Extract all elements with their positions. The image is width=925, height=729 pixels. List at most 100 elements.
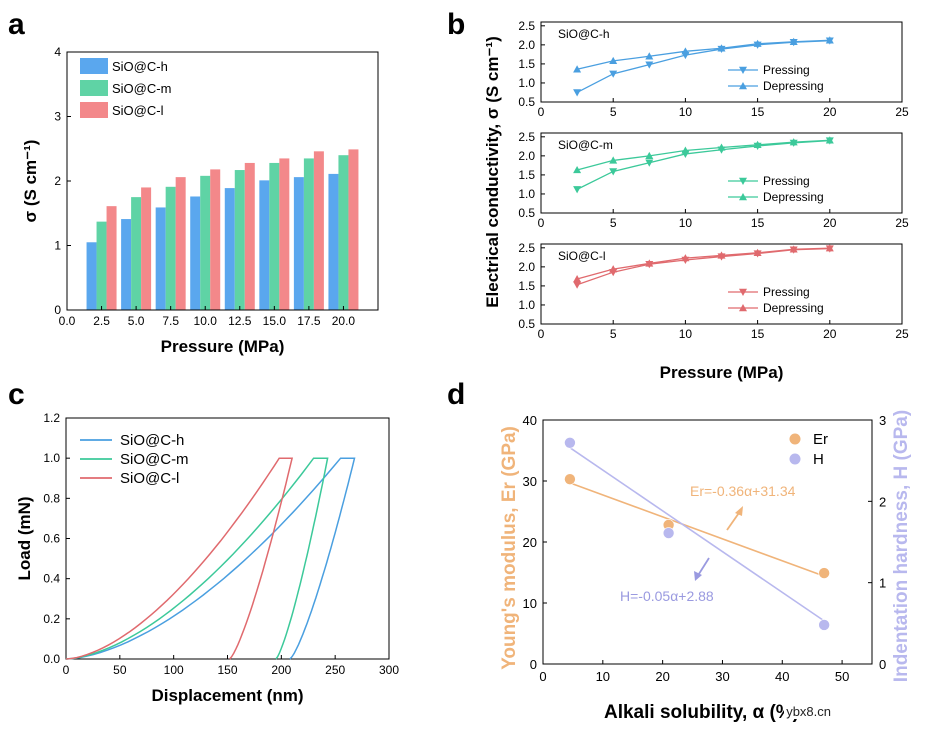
- ylabel-b: Electrical conductivity, σ (S cm⁻¹): [483, 36, 502, 308]
- legend-marker-d-Er: [789, 433, 801, 445]
- line-SiO@C-h-Depressing: [576, 39, 830, 70]
- xtick-label-b: 15: [751, 105, 765, 119]
- xtick-label-d: 10: [596, 669, 610, 684]
- bar-SiO@C-m-7.5: [165, 186, 176, 310]
- ytick-label-c: 0.4: [43, 572, 60, 586]
- xtick-label-b: 5: [610, 105, 617, 119]
- bar-SiO@C-m-5: [131, 197, 142, 310]
- panel-label-a: a: [8, 8, 25, 41]
- xtick-label-c: 100: [164, 663, 184, 677]
- legend-label-SiO@C-m-Depressing: Depressing: [763, 190, 824, 204]
- legend-marker-SiO@C-l-Depressing: [739, 304, 747, 312]
- ytick-label-b: 2.5: [518, 19, 535, 33]
- legend-swatch-SiO@C-h: [80, 58, 108, 74]
- xtick-label-b: 20: [823, 216, 837, 230]
- ytick-label-c: 0.6: [43, 532, 60, 546]
- xtick-label-b: 0: [538, 327, 545, 341]
- line-SiO@C-m-Pressing: [576, 139, 830, 190]
- xtick-label-a: 7.5: [162, 314, 179, 328]
- marker-SiO@C-h-Depressing-7.5: [645, 52, 654, 60]
- point-Er-47: [818, 567, 830, 579]
- marker-SiO@C-l-Pressing-2.5: [573, 281, 582, 289]
- fit-line-Er fit: [569, 482, 825, 577]
- xtick-label-b: 0: [538, 216, 545, 230]
- marker-SiO@C-h-Depressing-20: [825, 36, 834, 44]
- bar-SiO@C-l-10: [210, 169, 221, 310]
- ylabel-a: σ (S cm⁻¹): [21, 140, 40, 223]
- legend-marker-SiO@C-l-Pressing: [739, 288, 747, 296]
- legend-label-SiO@C-l-Depressing: Depressing: [763, 301, 824, 315]
- curve-SiO@C-h: [65, 457, 356, 660]
- legend-label-c-SiO@C-l: SiO@C-l: [120, 470, 179, 487]
- axes-frame-b-SiO@C-l: [540, 243, 903, 325]
- bar-SiO@C-h-5: [121, 219, 132, 310]
- ytick-label-d: 20: [523, 535, 537, 550]
- subplot-title-SiO@C-m: SiO@C-m: [558, 138, 613, 152]
- legend-marker-SiO@C-m-Pressing: [739, 177, 747, 185]
- marker-SiO@C-h-Pressing-2.5: [573, 89, 582, 97]
- bar-SiO@C-l-12.5: [244, 162, 255, 310]
- bar-SiO@C-h-15: [259, 180, 270, 310]
- legend-label-SiO@C-m: SiO@C-m: [112, 81, 171, 96]
- legend-label-SiO@C-l: SiO@C-l: [112, 103, 164, 118]
- xlabel-b: Pressure (MPa): [660, 363, 784, 382]
- xtick-label-a: 2.5: [93, 314, 110, 328]
- subplot-title-SiO@C-l: SiO@C-l: [558, 249, 606, 263]
- marker-SiO@C-m-Pressing-5: [609, 168, 618, 176]
- marker-SiO@C-h-Depressing-17.5: [789, 37, 798, 46]
- marker-SiO@C-l-Depressing-20: [825, 244, 834, 252]
- xtick-label-a: 17.5: [297, 314, 321, 328]
- marker-SiO@C-m-Depressing-12.5: [717, 143, 726, 151]
- ytick-label-b: 1.5: [518, 57, 535, 71]
- fit-line-H fit: [569, 446, 825, 622]
- ytick-label-b: 1.0: [518, 298, 535, 312]
- xtick-label-c: 200: [271, 663, 291, 677]
- marker-SiO@C-h-Depressing-15: [753, 39, 762, 47]
- marker-SiO@C-l-Depressing-10: [681, 254, 690, 262]
- ytick-label-b: 2.0: [518, 149, 535, 163]
- legend-marker-SiO@C-m-Depressing: [739, 193, 747, 201]
- marker-SiO@C-l-Depressing-7.5: [645, 259, 654, 267]
- ytick-label-d: 40: [523, 413, 537, 428]
- xlabel-a: Pressure (MPa): [161, 337, 285, 356]
- ytick-label-a: 1: [54, 239, 61, 253]
- ylabel2-d: Indentation hardness, H (GPa): [891, 410, 912, 682]
- marker-SiO@C-m-Depressing-7.5: [645, 151, 654, 160]
- marker-SiO@C-m-Depressing-5: [609, 156, 618, 164]
- ytick-label-a: 0: [54, 303, 61, 317]
- curve-SiO@C-l: [65, 457, 294, 660]
- bar-SiO@C-h-10: [190, 196, 201, 310]
- xtick-label-a: 15.0: [263, 314, 287, 328]
- axes-frame-b-SiO@C-h: [540, 21, 903, 103]
- legend-marker-SiO@C-h-Pressing: [739, 66, 747, 74]
- legend-marker-SiO@C-h-Depressing: [739, 82, 747, 90]
- legend-label-d-H: H: [813, 451, 824, 468]
- marker-SiO@C-h-Depressing-2.5: [573, 65, 582, 73]
- marker-SiO@C-l-Depressing-2.5: [573, 275, 582, 283]
- ytick-label-b: 2.0: [518, 260, 535, 274]
- xtick-label-b: 5: [610, 327, 617, 341]
- xtick-label-a: 0.0: [59, 314, 76, 328]
- marker-SiO@C-l-Depressing-12.5: [717, 251, 726, 259]
- subplot-title-SiO@C-h: SiO@C-h: [558, 27, 610, 41]
- bar-SiO@C-m-2.5: [96, 221, 107, 310]
- legend-label-d-Er: Er: [813, 431, 828, 448]
- point-H-4.5: [564, 436, 576, 449]
- ytick-label-b: 2.5: [518, 241, 535, 255]
- marker-SiO@C-l-Depressing-17.5: [789, 245, 798, 253]
- xtick-label-c: 250: [325, 663, 345, 677]
- marker-SiO@C-h-Depressing-5: [609, 56, 618, 65]
- marker-SiO@C-m-Depressing-2.5: [573, 165, 582, 174]
- xtick-label-b: 10: [679, 216, 693, 230]
- annotation-h-fit: H=-0.05α+2.88: [620, 588, 714, 604]
- line-SiO@C-l-Pressing: [576, 247, 830, 286]
- axes-frame-c: [65, 417, 390, 660]
- ytick-label-b: 0.5: [518, 95, 535, 109]
- bar-SiO@C-h-12.5: [224, 188, 235, 310]
- legend-swatch-SiO@C-l: [80, 102, 108, 118]
- xtick-label-a: 20.0: [332, 314, 356, 328]
- ytick-label-a: 2: [54, 174, 61, 188]
- xtick-label-b: 5: [610, 216, 617, 230]
- legend-label-c-SiO@C-h: SiO@C-h: [120, 432, 184, 449]
- bar-SiO@C-h-7.5: [155, 207, 166, 310]
